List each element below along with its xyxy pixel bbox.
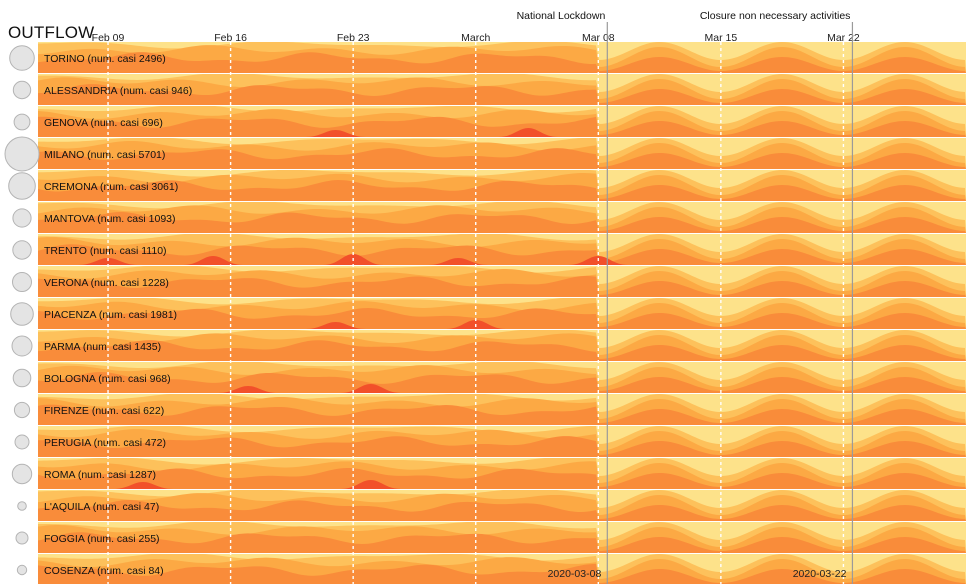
case-count-circle	[12, 368, 32, 388]
row-label: TRENTO (num. casi 1110)	[44, 245, 167, 257]
band-red-burst	[183, 256, 244, 265]
case-count-circle	[4, 136, 40, 172]
row-3: MILANO (num. casi 5701)	[0, 136, 966, 172]
band-dark	[38, 276, 966, 297]
band-red-burst	[340, 480, 401, 489]
band-dark	[38, 532, 966, 553]
case-count-circle	[8, 172, 36, 200]
band-red-burst	[498, 128, 559, 137]
event-date-label: 2020-03-22	[793, 568, 847, 580]
event-label: National Lockdown	[517, 10, 606, 22]
row-label: MILANO (num. casi 5701)	[44, 149, 165, 161]
row-label: BOLOGNA (num. casi 968)	[44, 373, 171, 385]
band-red-burst	[113, 482, 174, 489]
band-dark	[38, 436, 966, 457]
row-8: PIACENZA (num. casi 1981)	[0, 298, 966, 330]
tick-label: Mar 15	[705, 32, 738, 44]
row-11: FIRENZE (num. casi 622)	[0, 394, 966, 426]
band-red-burst	[428, 258, 489, 265]
band-dark	[38, 564, 966, 584]
row-13: ROMA (num. casi 1287)	[0, 458, 966, 490]
event-date-label: 2020-03-08	[548, 568, 602, 580]
band-dark	[38, 340, 966, 361]
row-5: MANTOVA (num. casi 1093)	[0, 202, 966, 234]
case-count-circle	[11, 335, 33, 357]
row-7: VERONA (num. casi 1228)	[0, 266, 966, 298]
band-red-burst	[218, 386, 279, 393]
row-1: ALESSANDRIA (num. casi 946)	[0, 74, 966, 106]
row-10: BOLOGNA (num. casi 968)	[0, 362, 966, 394]
case-count-circle	[16, 564, 28, 576]
band-dark	[38, 148, 966, 169]
row-label: TORINO (num. casi 2496)	[44, 53, 166, 65]
case-count-circle	[13, 113, 31, 131]
case-count-circle	[9, 45, 35, 71]
row-label: PARMA (num. casi 1435)	[44, 341, 161, 353]
rows-layer: TORINO (num. casi 2496) ALESSANDRIA (num.…	[0, 42, 966, 584]
case-count-circle	[11, 463, 33, 485]
case-count-circle	[13, 401, 31, 419]
row-label: ALESSANDRIA (num. casi 946)	[44, 85, 192, 97]
band-red-burst	[78, 258, 139, 265]
row-4: CREMONA (num. casi 3061)	[0, 170, 966, 202]
band-red-burst	[340, 384, 401, 393]
row-label: PIACENZA (num. casi 1981)	[44, 309, 177, 321]
row-0: TORINO (num. casi 2496)	[0, 42, 966, 74]
row-label: FOGGIA (num. casi 255)	[44, 533, 160, 545]
band-dark	[38, 244, 966, 265]
band-dark	[38, 500, 966, 521]
band-dark	[38, 180, 966, 201]
band-red-burst	[305, 322, 366, 329]
band-dark	[38, 404, 966, 425]
row-9: PARMA (num. casi 1435)	[0, 330, 966, 362]
case-count-circle	[10, 302, 34, 326]
band-dark	[38, 372, 966, 393]
case-count-circle	[12, 240, 32, 260]
band-dark	[38, 212, 966, 233]
case-count-circle	[14, 434, 30, 450]
row-2: GENOVA (num. casi 696)	[0, 106, 966, 138]
tick-label: Mar 22	[827, 32, 860, 44]
ticks-layer: Feb 09 Feb 16 Feb 23 March Mar 08 Mar 15 Mar 2…	[92, 32, 860, 584]
row-label: FIRENZE (num. casi 622)	[44, 405, 164, 417]
row-label: COSENZA (num. casi 84)	[44, 565, 164, 577]
tick-label: Feb 23	[337, 32, 370, 44]
tick-label: March	[461, 32, 490, 44]
band-dark	[38, 84, 966, 105]
band-dark	[38, 116, 966, 137]
band-red-burst	[305, 130, 366, 137]
row-12: PERUGIA (num. casi 472)	[0, 426, 966, 458]
row-15: FOGGIA (num. casi 255)	[0, 522, 966, 554]
case-count-circle	[17, 501, 27, 511]
row-label: CREMONA (num. casi 3061)	[44, 181, 178, 193]
case-count-circle	[12, 80, 32, 100]
row-6: TRENTO (num. casi 1110)	[0, 234, 966, 266]
row-label: MANTOVA (num. casi 1093)	[44, 213, 176, 225]
row-14: L'AQUILA (num. casi 47)	[0, 490, 966, 522]
tick-label: Feb 09	[92, 32, 125, 44]
row-label: L'AQUILA (num. casi 47)	[44, 501, 159, 513]
row-label: ROMA (num. casi 1287)	[44, 469, 156, 481]
band-dark	[38, 308, 966, 329]
case-count-circle	[12, 208, 32, 228]
case-count-circle	[12, 272, 32, 292]
band-dark	[38, 468, 966, 489]
row-label: VERONA (num. casi 1228)	[44, 277, 169, 289]
row-16: COSENZA (num. casi 84)	[16, 554, 966, 584]
case-count-circle	[15, 531, 29, 545]
row-label: PERUGIA (num. casi 472)	[44, 437, 166, 449]
row-label: GENOVA (num. casi 696)	[44, 117, 163, 129]
tick-label: Feb 16	[214, 32, 247, 44]
event-label: Closure non necessary activities	[700, 10, 851, 22]
tick-label: Mar 08	[582, 32, 615, 44]
events-layer	[606, 22, 854, 584]
band-dark	[38, 52, 966, 73]
labels-layer: National Lockdown 2020-03-08 Closure non n…	[517, 10, 851, 580]
chart-title: OUTFLOW	[8, 23, 95, 42]
